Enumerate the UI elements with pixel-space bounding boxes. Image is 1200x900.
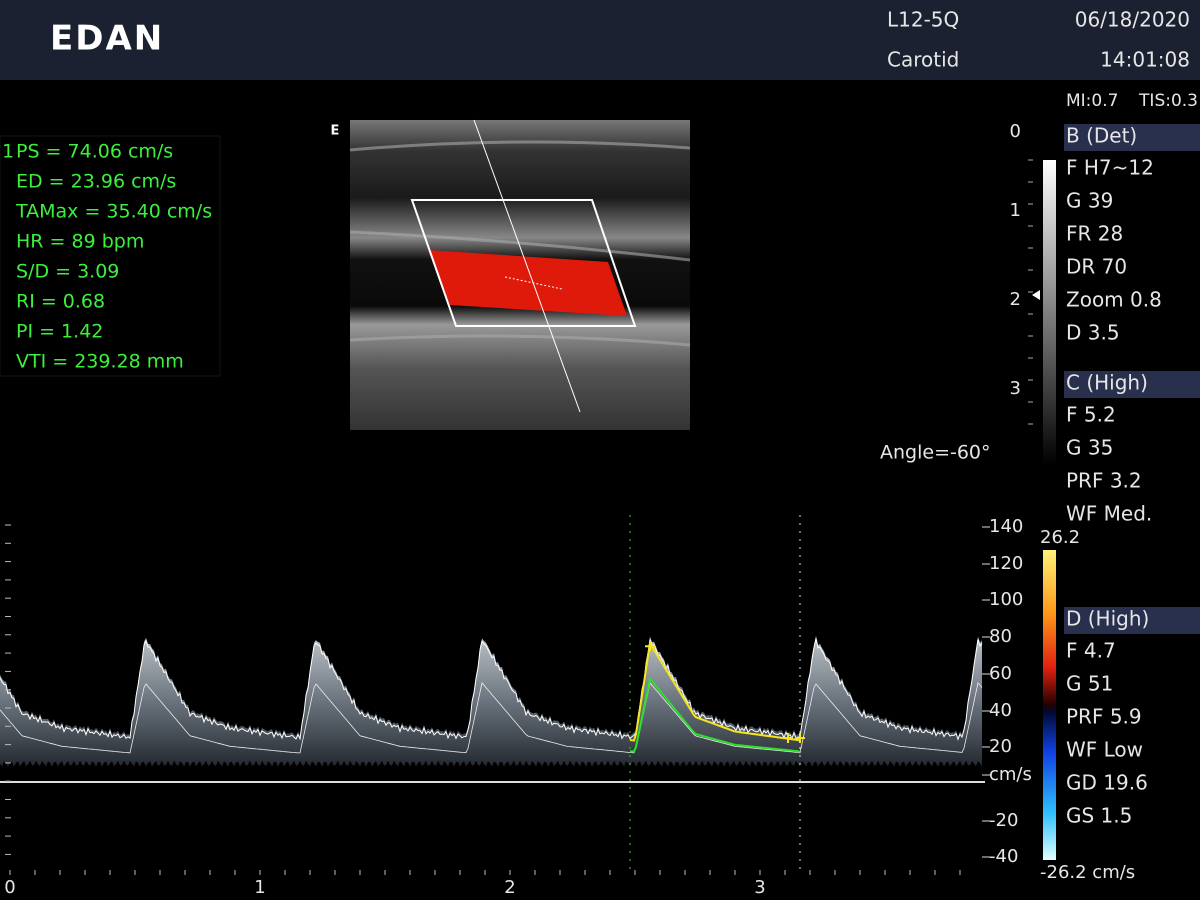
param: PRF 5.9 [1066,705,1142,729]
angle: Angle=-60° [880,442,991,464]
depth-label: 1 [1010,200,1021,221]
measurement-box [0,135,221,377]
tissue-layer [349,140,691,347]
focus-marker [1032,290,1040,300]
param: FR 28 [1066,222,1123,246]
param: WF Med. [1066,502,1152,526]
color-flow [428,250,627,316]
spectrum [0,635,982,767]
measurement: PS = 74.06 cm/s [16,141,173,163]
param: G 35 [1066,436,1113,460]
velocity-label: -40 [989,846,1018,867]
color-bar [1043,550,1056,860]
measurement: S/D = 3.09 [16,261,119,283]
time: 14:01:08 [1100,48,1190,72]
preset: Carotid [887,48,959,72]
caliper [645,641,655,652]
angle-line [504,276,563,290]
velocity-label: 140 [989,516,1023,537]
trace-mean [629,676,801,753]
param: DR 70 [1066,255,1127,279]
depth-label: 0 [1010,121,1021,142]
depth-label: 3 [1010,378,1021,399]
depth-label: 2 [1010,289,1021,310]
param: F 4.7 [1066,639,1116,663]
measure-index: 1 [2,141,14,163]
param: F H7~12 [1066,156,1154,180]
velocity-label: 40 [989,700,1012,721]
logo: EDAN [50,19,164,59]
image-marker: E [331,124,340,139]
mean-line [0,682,983,754]
param-header: B (Det) [1066,124,1137,148]
measurement: ED = 23.96 cm/s [16,171,176,193]
param-header: C (High) [1066,371,1148,395]
param-header-bg [1064,607,1200,634]
param: D 3.5 [1066,321,1120,345]
time-label: 0 [4,877,15,898]
param: WF Low [1066,738,1143,762]
velocity-label: 20 [989,736,1012,757]
envelope [0,638,983,741]
color-max: 26.2 [1040,527,1080,548]
color-min: -26.2 cm/s [1040,862,1135,883]
velocity-label: 120 [989,553,1023,574]
time-label: 3 [754,877,765,898]
param-header-bg [1064,371,1200,398]
param: G 39 [1066,189,1113,213]
gray-bar [1043,160,1056,465]
param: Zoom 0.8 [1066,288,1162,312]
probe: L12-5Q [887,8,959,32]
velocity-label: -20 [989,810,1018,831]
caliper [783,732,793,743]
date: 06/18/2020 [1075,8,1190,32]
measurement: HR = 89 bpm [16,231,144,253]
doppler-cursor [473,119,581,413]
velocity-label: 60 [989,663,1012,684]
color-box [410,199,637,327]
marker-bg [329,124,341,136]
param-header-bg [1064,124,1200,151]
param: G 51 [1066,672,1113,696]
trace-max [629,640,801,742]
tis: TIS:0.3 [1138,91,1198,111]
velocity-label: cm/s [989,764,1032,785]
param: PRF 3.2 [1066,469,1142,493]
velocity-label: 100 [989,589,1023,610]
measurement: VTI = 239.28 mm [16,351,184,373]
velocity-label: 80 [989,626,1012,647]
header-bar [0,0,1200,80]
param: F 5.2 [1066,403,1116,427]
measurement: RI = 0.68 [16,291,105,313]
param: GD 19.6 [1066,771,1148,795]
param-header: D (High) [1066,607,1149,631]
caliper [795,732,805,743]
mi: MI:0.7 [1066,91,1118,111]
param: GS 1.5 [1066,804,1132,828]
time-label: 1 [254,877,265,898]
time-label: 2 [504,877,515,898]
measurement: TAMax = 35.40 cm/s [15,201,212,223]
measurement: PI = 1.42 [16,321,103,343]
